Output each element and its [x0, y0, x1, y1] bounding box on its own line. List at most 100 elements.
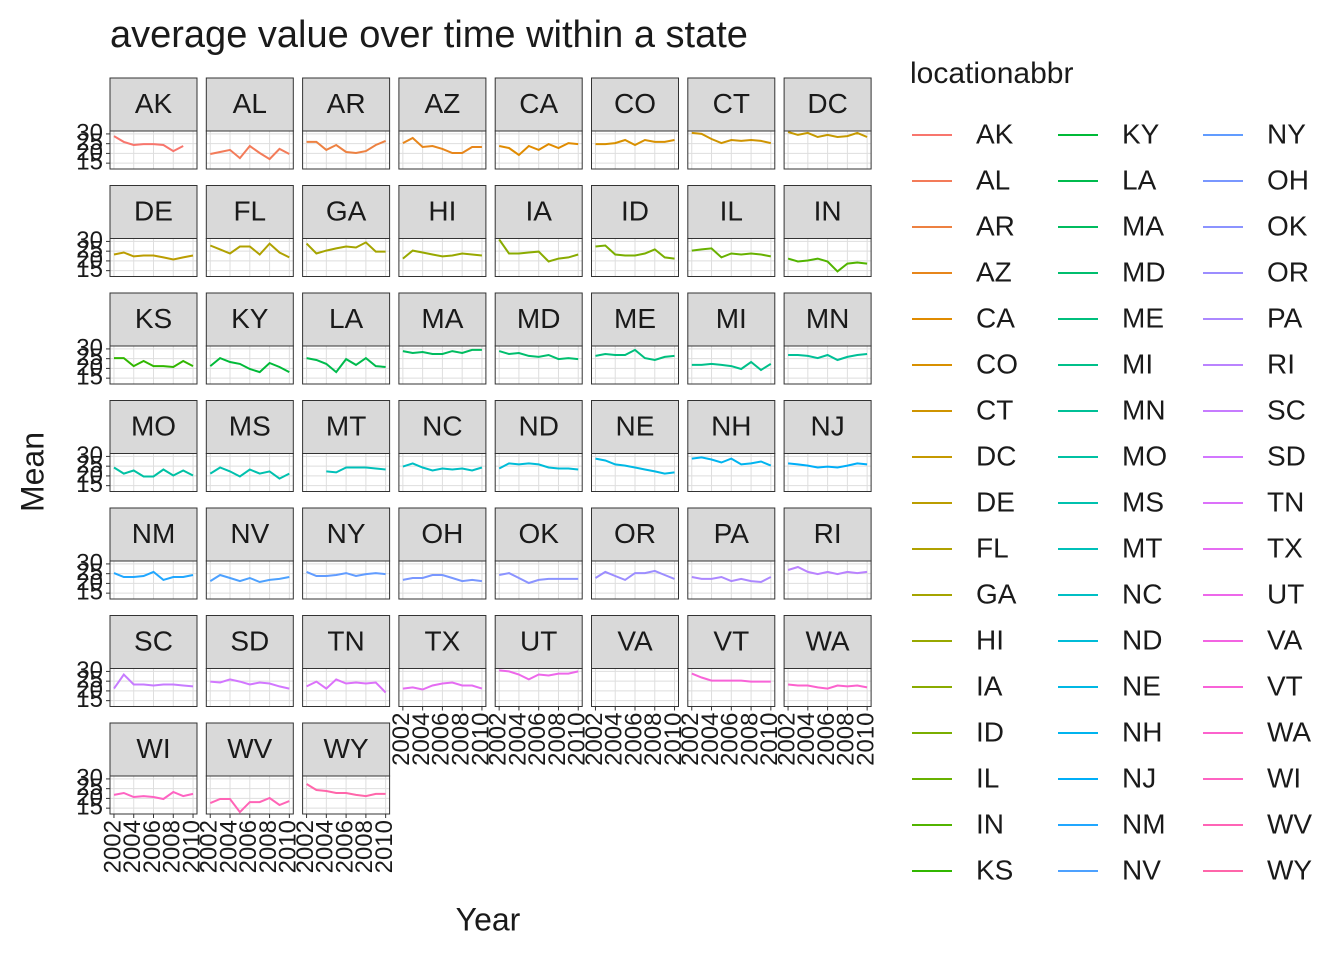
strip [591, 292, 679, 347]
strip-label: ME [614, 303, 656, 334]
panel-border [109, 453, 198, 492]
legend-label: SD [1267, 440, 1306, 471]
series-line [326, 466, 386, 474]
panel-border [591, 238, 679, 277]
x-tick-label: 2006 [524, 713, 551, 766]
panel-border [205, 560, 294, 600]
strip-label: DE [134, 195, 173, 226]
legend-label: DE [976, 486, 1015, 517]
strip [494, 400, 583, 454]
x-tick-label: 2008 [544, 713, 571, 766]
series-line [691, 131, 772, 145]
series-line [788, 353, 868, 362]
x-tick-label: 2010 [178, 820, 205, 873]
y-tick-label: 30 [76, 227, 103, 254]
strip-label: OR [614, 518, 656, 549]
legend-label: NH [1122, 716, 1162, 747]
series-line [595, 138, 675, 147]
panel-border [783, 453, 872, 492]
y-tick-label: 15 [76, 256, 103, 283]
panel-border [109, 668, 198, 707]
panel-border [687, 560, 776, 600]
legend-label: NV [1122, 854, 1161, 885]
panel-border [109, 560, 198, 600]
legend-label: TX [1267, 532, 1303, 563]
series-line [691, 575, 772, 584]
strip-label: HI [428, 195, 456, 226]
series-line [787, 131, 868, 139]
strip-label: NH [711, 410, 751, 441]
panel-border [687, 453, 776, 492]
series-line [498, 462, 579, 471]
series-line [113, 135, 184, 153]
x-tick-label: 2004 [119, 820, 146, 873]
x-tick-label: 2006 [428, 713, 455, 766]
legend-label: ID [976, 716, 1004, 747]
strip-label: FL [233, 195, 266, 226]
y-tick-label: 15 [76, 578, 103, 605]
y-tick-label: 25 [76, 774, 103, 801]
panel-border [398, 345, 487, 385]
x-tick-label: 2006 [620, 713, 647, 766]
strip [591, 615, 679, 669]
strip [109, 185, 198, 239]
strip-label: MI [716, 303, 747, 334]
strip-label: MO [131, 410, 176, 441]
strip-label: CA [519, 88, 558, 119]
y-tick-label: 20 [76, 354, 103, 381]
strip-label: NJ [810, 410, 844, 441]
legend-label: RI [1267, 348, 1295, 379]
legend-label: PA [1267, 302, 1303, 333]
legend-label: IA [976, 670, 1003, 701]
strip [109, 507, 198, 562]
y-tick-label: 30 [76, 119, 103, 146]
series-line [402, 249, 483, 260]
strip [109, 292, 198, 347]
series-line [787, 462, 868, 469]
strip [591, 400, 679, 454]
panel-border [205, 130, 294, 170]
legend-label: MS [1122, 486, 1164, 517]
x-tick-label: 2002 [292, 820, 319, 873]
legend-label: LA [1122, 164, 1157, 195]
strip [109, 77, 198, 132]
legend-label: OR [1267, 256, 1309, 287]
strip-label: MS [229, 410, 271, 441]
legend-label: KS [976, 854, 1013, 885]
strip [687, 507, 776, 562]
strip [205, 77, 294, 132]
x-tick-label: 2002 [581, 713, 608, 766]
x-tick-label: 2010 [564, 713, 591, 766]
series-line [113, 672, 194, 690]
panel-border [783, 130, 872, 170]
strip [783, 185, 872, 239]
y-tick-label: 25 [76, 237, 103, 264]
y-tick-label: 25 [76, 344, 103, 371]
series-line [787, 565, 868, 576]
panel-border [205, 668, 294, 707]
panel-border [687, 130, 776, 170]
legend-label: GA [976, 578, 1017, 609]
panel-border [398, 560, 487, 600]
strip-label: NV [230, 518, 269, 549]
strip-label: OH [421, 518, 463, 549]
x-tick-label: 2004 [408, 713, 435, 766]
strip [783, 292, 872, 347]
legend-label: CA [976, 302, 1015, 333]
x-tick-label: 2004 [601, 713, 628, 766]
strip [783, 615, 872, 669]
legend-label: WI [1267, 762, 1301, 793]
panel-border [302, 130, 391, 170]
x-tick-label: 2010 [371, 820, 398, 873]
strip [783, 400, 872, 454]
x-tick-label: 2004 [697, 713, 724, 766]
strip [205, 615, 294, 669]
x-tick-label: 2004 [504, 713, 531, 766]
strip [109, 722, 198, 777]
x-tick-label: 2008 [448, 713, 475, 766]
y-tick-label: 25 [76, 129, 103, 156]
panel-border [591, 130, 679, 170]
series-line [113, 570, 194, 582]
y-tick-label: 25 [76, 559, 103, 586]
